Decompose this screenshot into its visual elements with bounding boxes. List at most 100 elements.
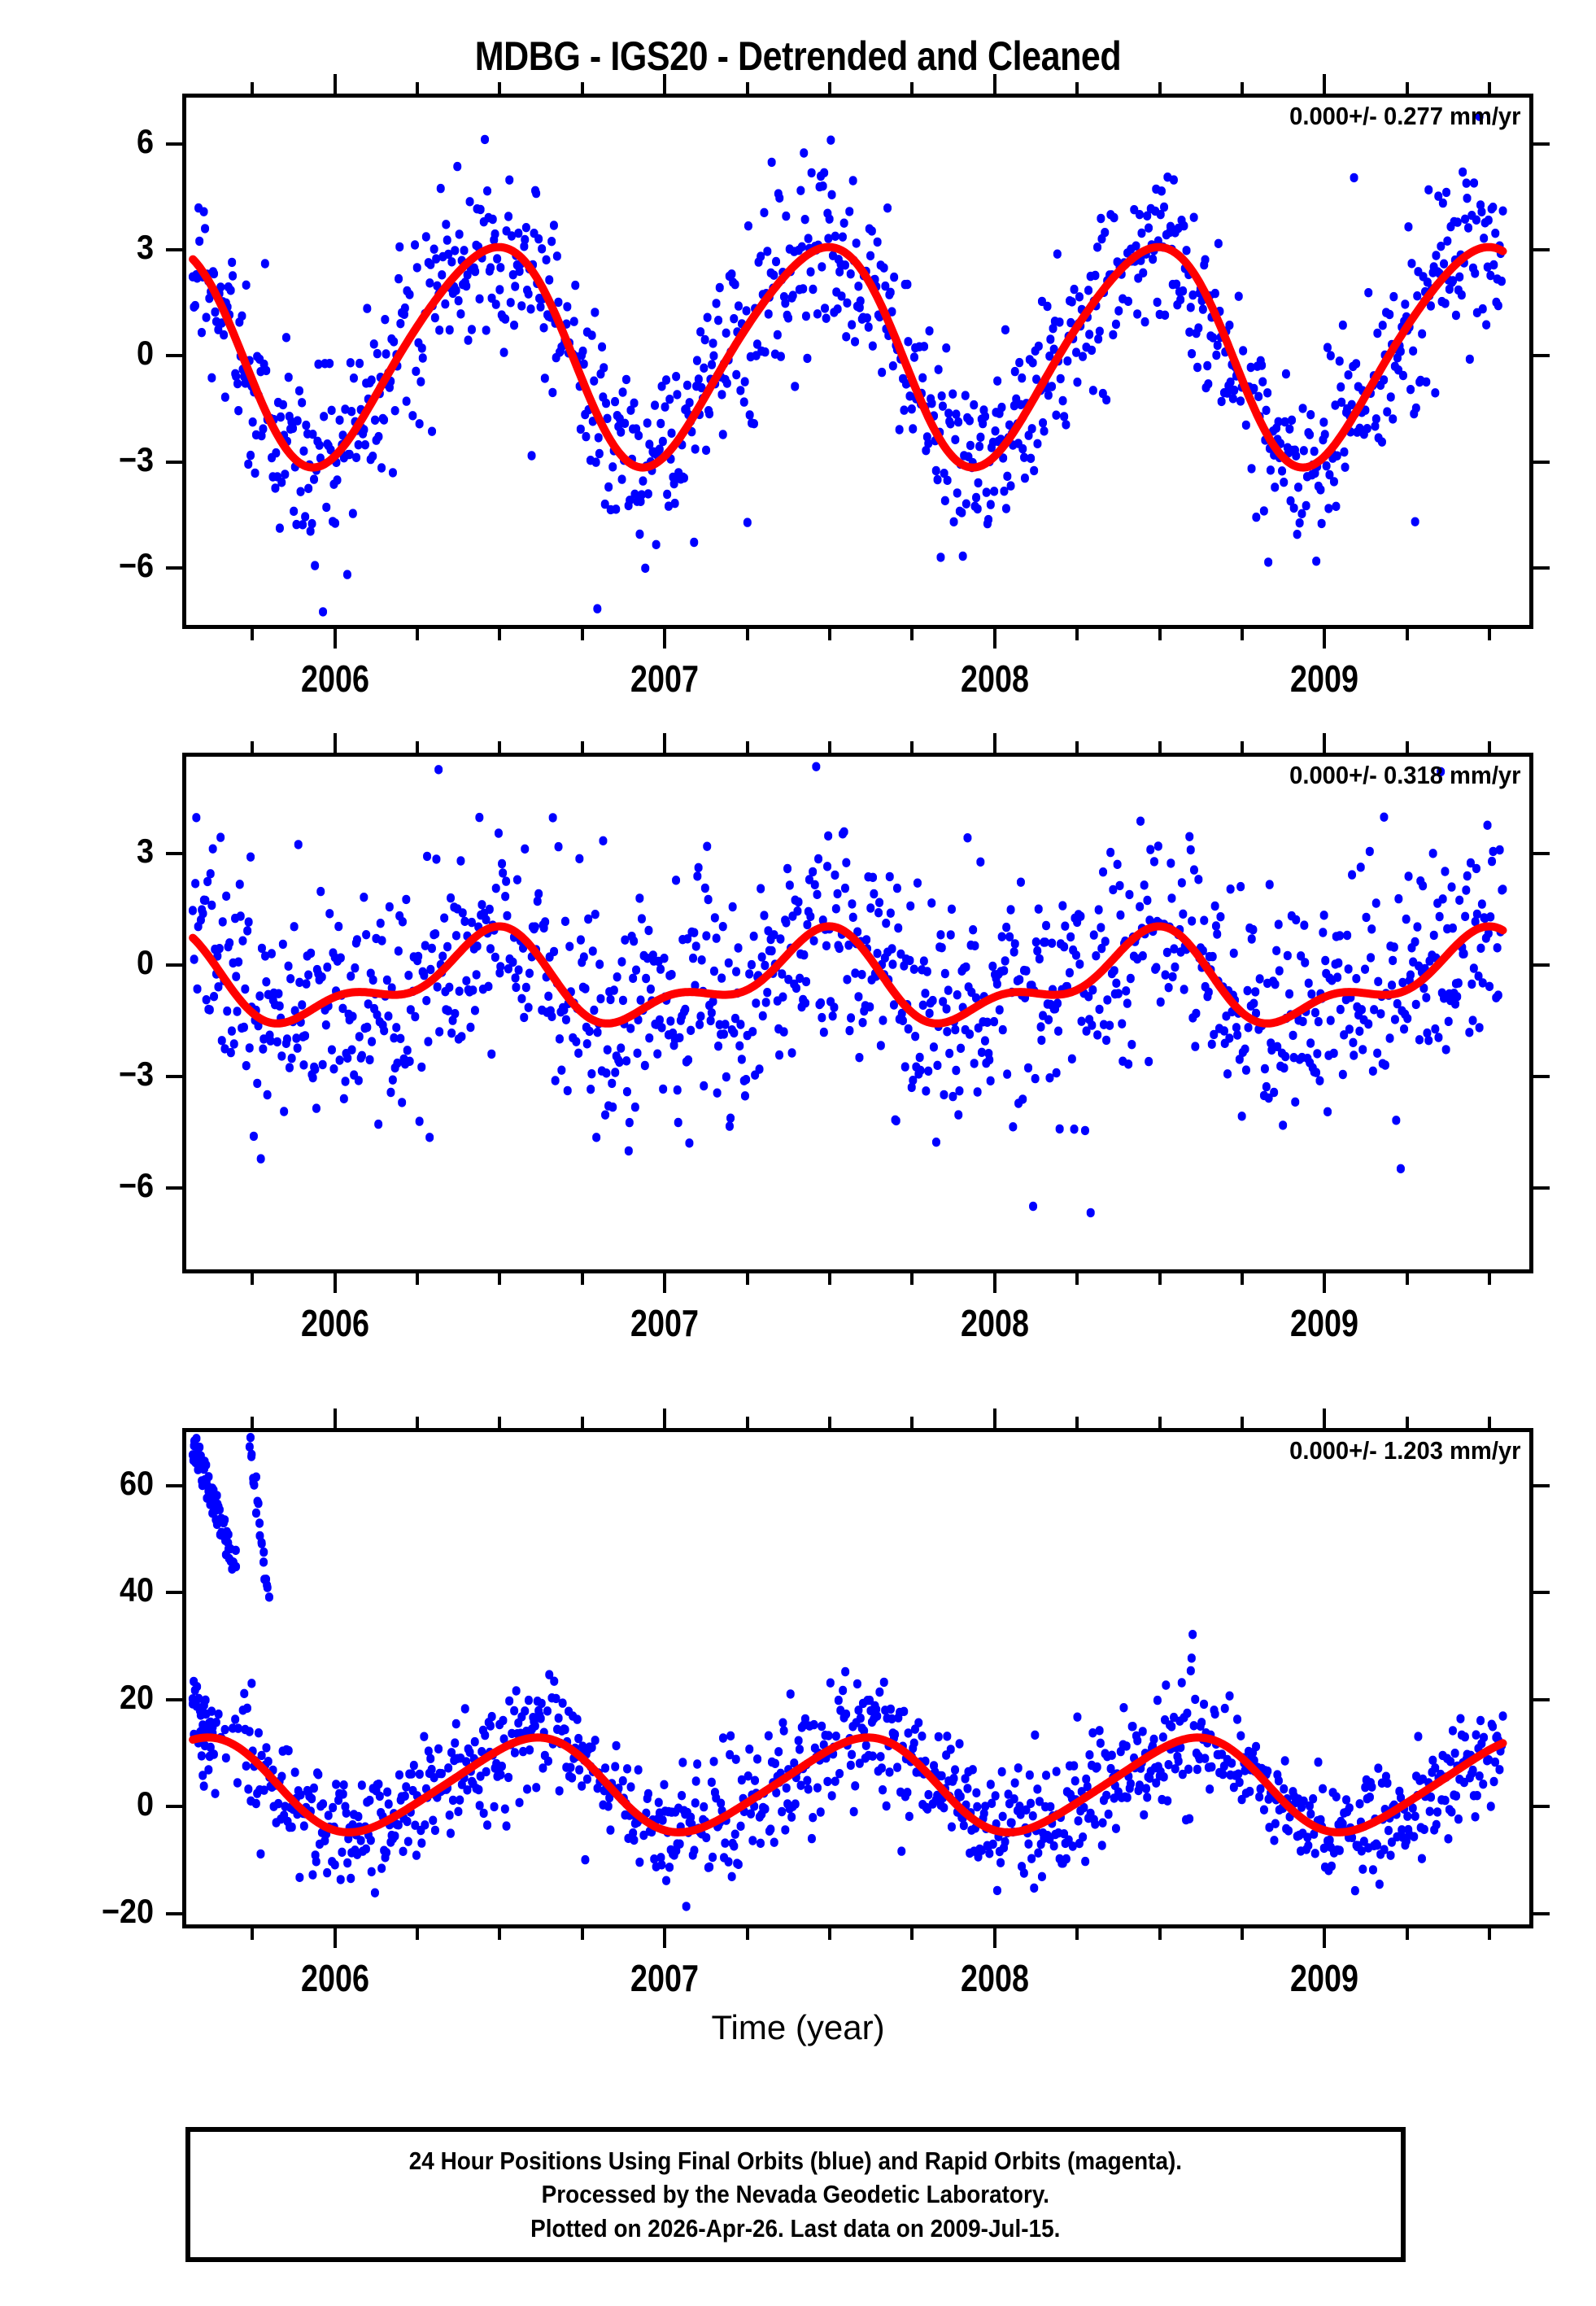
data-points-north — [188, 762, 1507, 1218]
x-tick-top-east-minor — [580, 82, 584, 94]
x-tick-east-minor — [828, 629, 832, 640]
x-tick-label-north-2006: 2006 — [300, 1302, 369, 1344]
y-tick-label-up-2: 20 — [119, 1677, 154, 1716]
x-tick-top-up-minor — [828, 1417, 832, 1428]
y-tick-up-0 — [166, 1483, 182, 1487]
y-tick-east-0 — [166, 142, 182, 146]
x-tick-up-minor — [745, 1928, 749, 1940]
x-tick-up-major — [1323, 1928, 1327, 1948]
x-tick-top-up-minor — [910, 1417, 914, 1428]
x-tick-top-north-minor — [498, 741, 502, 753]
x-tick-east-minor — [1488, 629, 1492, 640]
x-tick-top-north-minor — [415, 741, 419, 753]
x-tick-up-minor — [251, 1928, 255, 1940]
x-tick-up-major — [992, 1928, 996, 1948]
y-tick-east-3 — [166, 460, 182, 464]
y-tick-right-east-4 — [1533, 566, 1550, 570]
x-tick-top-east-minor — [1241, 82, 1245, 94]
data-points-up — [188, 1432, 1507, 1911]
y-tick-label-east-4: −6 — [118, 546, 154, 585]
x-tick-north-minor — [498, 1273, 502, 1285]
x-tick-label-east-2009: 2009 — [1290, 657, 1359, 700]
x-tick-label-up-2009: 2009 — [1290, 1957, 1359, 1999]
y-tick-label-north-3: −6 — [118, 1165, 154, 1204]
footer-line-1: 24 Hour Positions Using Final Orbits (bl… — [408, 2147, 1183, 2176]
x-tick-up-minor — [1075, 1928, 1079, 1940]
model-curve-up — [189, 1733, 1507, 1837]
x-tick-top-east-minor — [415, 82, 419, 94]
x-tick-top-east-minor — [1158, 82, 1162, 94]
x-tick-north-major — [333, 1273, 337, 1293]
y-tick-right-east-2 — [1533, 354, 1550, 358]
y-tick-right-east-0 — [1533, 142, 1550, 146]
x-tick-label-east-2006: 2006 — [300, 657, 369, 700]
x-tick-label-up-2006: 2006 — [300, 1957, 369, 1999]
x-tick-top-east-major — [663, 74, 667, 94]
x-axis-label: Time (year) — [711, 2008, 885, 2046]
x-tick-top-up-minor — [251, 1417, 255, 1428]
plot-frame-up — [182, 1428, 1533, 1928]
x-tick-top-north-minor — [1488, 741, 1492, 753]
rate-annotation-east: 0.000+/- 0.277 mm/yr — [1289, 102, 1520, 130]
x-tick-top-east-major — [1323, 74, 1327, 94]
rate-annotation-north: 0.000+/- 0.318 mm/yr — [1289, 761, 1520, 789]
x-tick-top-east-minor — [910, 82, 914, 94]
x-tick-north-major — [1323, 1273, 1327, 1293]
x-tick-top-up-minor — [1488, 1417, 1492, 1428]
x-tick-up-major — [333, 1928, 337, 1948]
y-tick-right-up-1 — [1533, 1591, 1550, 1595]
x-tick-north-minor — [1241, 1273, 1245, 1285]
y-tick-right-up-3 — [1533, 1805, 1550, 1809]
x-tick-top-up-major — [333, 1408, 337, 1428]
x-tick-east-minor — [1158, 629, 1162, 640]
x-tick-up-minor — [498, 1928, 502, 1940]
x-tick-top-up-minor — [580, 1417, 584, 1428]
x-tick-east-minor — [1405, 629, 1409, 640]
x-tick-top-north-minor — [580, 741, 584, 753]
x-tick-east-minor — [1241, 629, 1245, 640]
x-tick-up-minor — [1241, 1928, 1245, 1940]
x-tick-top-north-major — [992, 733, 996, 753]
y-tick-right-north-2 — [1533, 1074, 1550, 1078]
plot-panel-up: 0.000+/- 1.203 mm/yr — [182, 1428, 1533, 1928]
y-tick-label-east-1: 3 — [136, 228, 154, 266]
x-tick-label-north-2008: 2008 — [960, 1302, 1029, 1344]
x-tick-top-up-minor — [1405, 1417, 1409, 1428]
scatter-plot-east — [188, 111, 1507, 617]
x-tick-label-east-2007: 2007 — [630, 657, 700, 700]
x-tick-top-east-minor — [1075, 82, 1079, 94]
x-tick-up-minor — [415, 1928, 419, 1940]
x-tick-up-minor — [910, 1928, 914, 1940]
x-tick-top-up-major — [663, 1408, 667, 1428]
x-tick-top-north-major — [663, 733, 667, 753]
x-tick-top-north-minor — [828, 741, 832, 753]
scatter-plot-up — [188, 1432, 1507, 1911]
y-tick-right-north-3 — [1533, 1186, 1550, 1190]
x-tick-up-major — [663, 1928, 667, 1948]
y-tick-right-north-1 — [1533, 963, 1550, 967]
x-tick-north-minor — [1075, 1273, 1079, 1285]
x-tick-top-up-minor — [745, 1417, 749, 1428]
x-tick-east-minor — [580, 629, 584, 640]
plot-panel-north: 0.000+/- 0.318 mm/yr — [182, 753, 1533, 1273]
x-tick-east-minor — [498, 629, 502, 640]
x-tick-top-up-minor — [1241, 1417, 1245, 1428]
x-tick-label-up-2008: 2008 — [960, 1957, 1029, 1999]
y-tick-right-up-2 — [1533, 1697, 1550, 1701]
y-tick-north-1 — [166, 963, 182, 967]
scatter-plot-north — [188, 762, 1507, 1218]
y-tick-label-up-3: 0 — [136, 1784, 154, 1823]
x-tick-north-minor — [1405, 1273, 1409, 1285]
x-tick-north-minor — [415, 1273, 419, 1285]
x-tick-up-minor — [580, 1928, 584, 1940]
x-tick-up-minor — [1405, 1928, 1409, 1940]
footer-caption-box: 24 Hour Positions Using Final Orbits (bl… — [185, 2127, 1406, 2262]
y-tick-east-1 — [166, 248, 182, 251]
model-curve-north — [189, 922, 1507, 1028]
x-tick-top-north-minor — [1075, 741, 1079, 753]
y-tick-label-up-1: 40 — [119, 1570, 154, 1609]
x-tick-east-major — [663, 629, 667, 649]
x-tick-top-north-minor — [251, 741, 255, 753]
x-tick-top-north-major — [333, 733, 337, 753]
x-tick-top-north-minor — [1158, 741, 1162, 753]
